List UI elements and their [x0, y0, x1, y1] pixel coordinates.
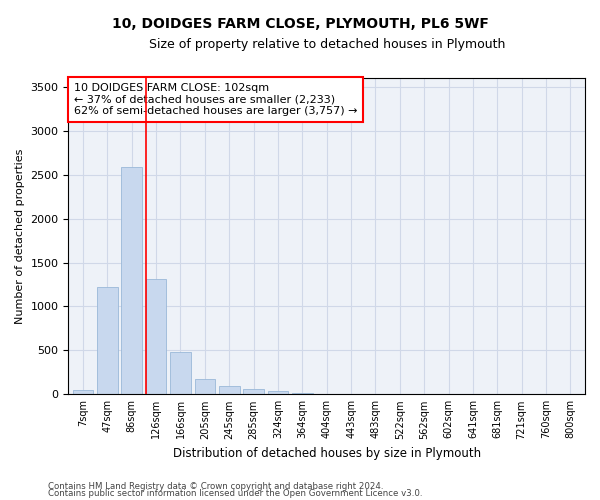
Bar — [194, 379, 215, 394]
Bar — [121, 167, 142, 394]
Bar — [73, 390, 94, 394]
Bar — [97, 287, 118, 395]
Bar — [219, 386, 239, 394]
Title: Size of property relative to detached houses in Plymouth: Size of property relative to detached ho… — [149, 38, 505, 51]
Text: Contains public sector information licensed under the Open Government Licence v3: Contains public sector information licen… — [48, 489, 422, 498]
Text: Contains HM Land Registry data © Crown copyright and database right 2024.: Contains HM Land Registry data © Crown c… — [48, 482, 383, 491]
X-axis label: Distribution of detached houses by size in Plymouth: Distribution of detached houses by size … — [173, 447, 481, 460]
Bar — [268, 391, 289, 394]
Bar — [243, 390, 264, 394]
Text: 10, DOIDGES FARM CLOSE, PLYMOUTH, PL6 5WF: 10, DOIDGES FARM CLOSE, PLYMOUTH, PL6 5W… — [112, 18, 488, 32]
Text: 10 DOIDGES FARM CLOSE: 102sqm
← 37% of detached houses are smaller (2,233)
62% o: 10 DOIDGES FARM CLOSE: 102sqm ← 37% of d… — [74, 83, 357, 116]
Bar — [292, 392, 313, 394]
Bar — [146, 279, 166, 394]
Y-axis label: Number of detached properties: Number of detached properties — [15, 148, 25, 324]
Bar — [170, 352, 191, 395]
